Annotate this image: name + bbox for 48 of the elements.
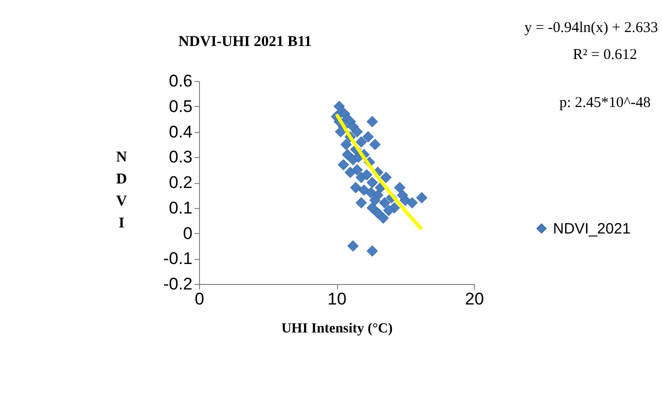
point [356,197,367,208]
text: p: 2.45*10^-48 [559,95,651,111]
y-axis-title: NDVI [116,150,128,232]
point [352,164,363,176]
legend-label: NDVI_2021 [553,220,631,238]
x-tick-label: 10 [328,290,346,308]
y-tick-label: -0.1 [163,249,192,268]
text: y = -0.94ln(x) + 2.633 [524,20,658,36]
y-tick-label: 0.3 [168,148,192,167]
point [394,182,406,194]
point [380,172,392,183]
point [379,197,390,208]
point [366,202,378,214]
x-tick-label: 20 [465,290,484,308]
point [335,126,346,138]
y-tick-label: 0.2 [168,173,192,192]
point [350,182,362,194]
point [366,245,378,257]
y-tick-label: -0.2 [163,274,192,294]
x-axis-title: UHI Intensity (°C) [281,322,394,336]
point [362,131,374,142]
point [347,240,359,252]
y-tick-label: 0.1 [168,198,192,218]
text: R² = 0.612 [572,47,638,63]
point [369,138,381,150]
point [366,176,378,188]
point [396,190,408,201]
point [356,136,367,148]
y-tick-label: 0.6 [168,72,192,90]
y-tick-label: 0.4 [168,122,192,142]
point [358,184,370,196]
point [340,138,352,150]
point [361,169,372,180]
y-tick-label: 0 [183,224,192,243]
point [378,212,389,224]
point [344,166,356,178]
point [342,149,354,160]
point [406,197,418,208]
point [369,194,381,206]
point [416,192,428,204]
point [352,126,363,138]
point [366,116,378,128]
point [338,159,349,170]
point [383,204,394,216]
y-tick-label: 0.5 [168,96,192,116]
chart-title: NDVI-UHI 2021 B11 [178,34,312,50]
x-tick-label: 0 [194,290,204,308]
point [372,207,384,218]
